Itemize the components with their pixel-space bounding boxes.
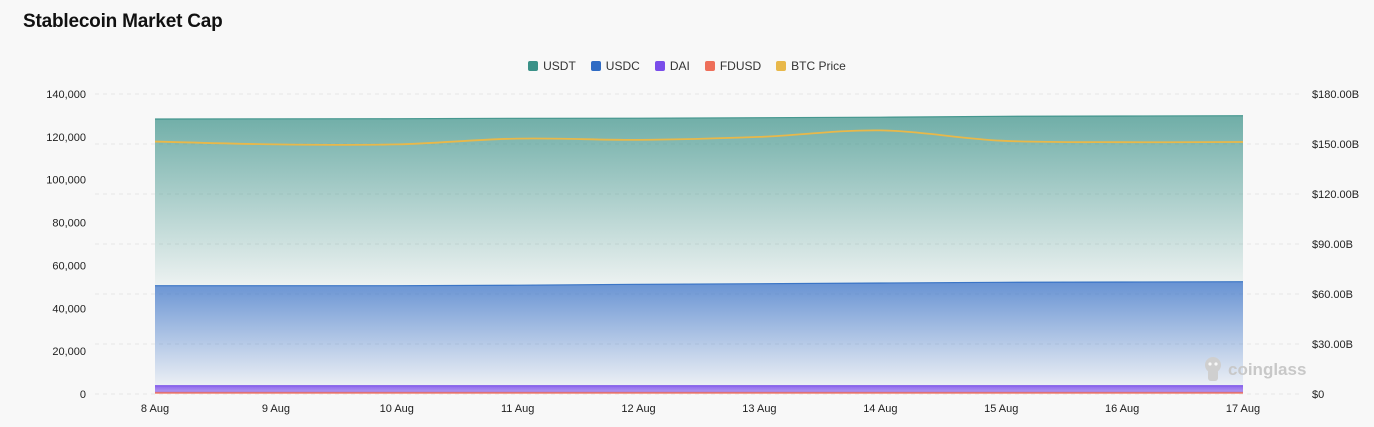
x-axis-tick-label: 15 Aug xyxy=(984,403,1018,415)
area-usdc[interactable] xyxy=(155,281,1243,386)
axes: 140,000 120,000 100,000 80,000 60,000 40,000 2… xyxy=(46,89,1359,415)
legend-label: USDT xyxy=(543,59,576,73)
legend-item-fdusd[interactable]: FDUSD xyxy=(704,59,762,73)
x-axis-tick-label: 17 Aug xyxy=(1226,403,1260,415)
right-axis-tick-label: $120.00B xyxy=(1312,189,1359,201)
chart-title: Stablecoin Market Cap xyxy=(23,11,223,32)
area-usdt[interactable] xyxy=(155,115,1243,286)
area-series xyxy=(154,115,1244,394)
legend-label: BTC Price xyxy=(791,59,846,73)
x-axis-tick-label: 14 Aug xyxy=(863,403,897,415)
legend-swatch xyxy=(776,61,787,71)
legend-label: DAI xyxy=(669,59,690,73)
right-axis-tick-label: $60.00B xyxy=(1312,289,1353,301)
left-axis-tick-label: 100,000 xyxy=(46,175,86,187)
x-axis-tick-label: 13 Aug xyxy=(742,403,776,415)
legend-item-btc-price[interactable]: BTC Price xyxy=(776,59,846,73)
right-axis-tick-label: $30.00B xyxy=(1312,339,1353,351)
x-axis-tick-label: 9 Aug xyxy=(262,403,290,415)
coinglass-logo-icon xyxy=(1205,357,1221,381)
watermark-text: coinglass xyxy=(1228,360,1306,379)
legend-label: USDC xyxy=(605,59,640,73)
x-axis-tick-label: 8 Aug xyxy=(141,403,169,415)
coinglass-watermark: coinglass xyxy=(1205,357,1306,381)
right-axis-tick-label: $150.00B xyxy=(1312,139,1359,151)
legend-swatch xyxy=(704,61,715,71)
area-edge-usdt xyxy=(154,115,1244,120)
left-axis-tick-label: 120,000 xyxy=(46,132,86,144)
line-series xyxy=(154,129,1244,146)
x-axis-tick-label: 12 Aug xyxy=(621,403,655,415)
right-axis-tick-label: $0 xyxy=(1312,389,1324,401)
right-axis-tick-label: $180.00B xyxy=(1312,89,1359,101)
x-axis-tick-label: 16 Aug xyxy=(1105,403,1139,415)
right-axis-tick-label: $90.00B xyxy=(1312,239,1353,251)
legend-item-usdt[interactable]: USDT xyxy=(528,59,576,73)
legend-item-dai[interactable]: DAI xyxy=(654,59,690,73)
legend-swatch xyxy=(654,61,665,71)
chart-legend: USDT USDC DAI FDUSD BTC Price xyxy=(0,59,1374,73)
left-axis-tick-label: 40,000 xyxy=(52,303,86,315)
left-axis-tick-label: 60,000 xyxy=(52,260,86,272)
legend-item-usdc[interactable]: USDC xyxy=(590,59,640,73)
x-axis-tick-label: 11 Aug xyxy=(501,403,534,415)
x-axis-tick-label: 10 Aug xyxy=(380,403,414,415)
legend-swatch xyxy=(590,61,601,71)
left-axis-tick-label: 80,000 xyxy=(52,218,86,230)
left-axis-tick-label: 0 xyxy=(80,389,86,401)
area-dai[interactable] xyxy=(155,385,1243,393)
legend-label: FDUSD xyxy=(719,59,762,73)
left-axis-tick-label: 20,000 xyxy=(52,346,86,358)
left-axis-tick-label: 140,000 xyxy=(46,89,86,101)
line-btc-price[interactable] xyxy=(154,129,1244,146)
legend-swatch xyxy=(528,61,539,71)
